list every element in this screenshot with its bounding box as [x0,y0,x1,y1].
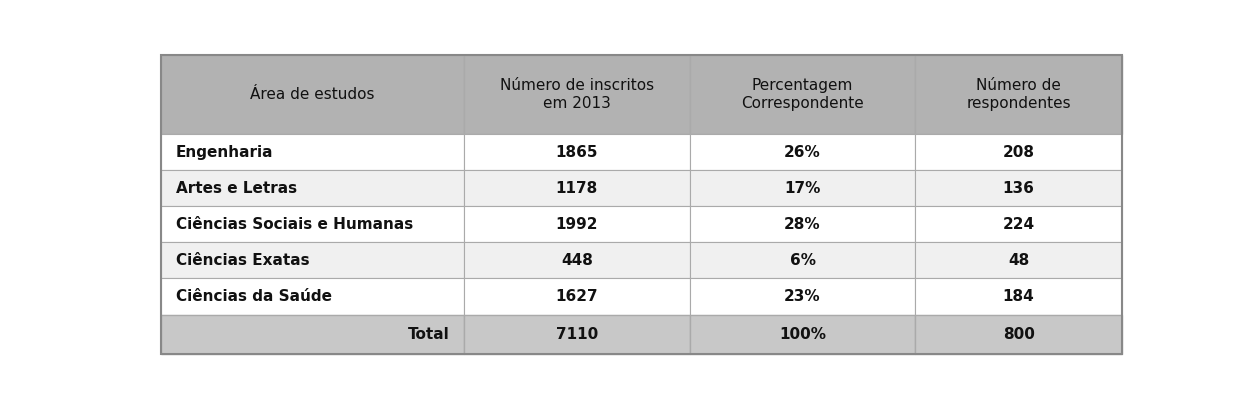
Text: 48: 48 [1008,253,1029,268]
Bar [162,279,464,315]
Bar [162,55,464,134]
Text: 184: 184 [1003,289,1034,304]
Bar [464,279,690,315]
Bar [162,315,464,354]
Text: 23%: 23% [784,289,821,304]
Text: 17%: 17% [784,181,821,196]
Text: 1865: 1865 [556,145,598,160]
Bar [690,206,915,243]
Bar [915,315,1122,354]
Text: Área de estudos: Área de estudos [250,87,374,102]
Text: 136: 136 [1003,181,1034,196]
Bar [690,315,915,354]
Text: Número de
respondentes: Número de respondentes [967,78,1070,111]
Bar [690,170,915,206]
Bar [464,55,690,134]
Bar [162,170,464,206]
Text: Número de inscritos
em 2013: Número de inscritos em 2013 [500,78,654,111]
Bar [162,243,464,279]
Text: 100%: 100% [779,327,826,342]
Text: 448: 448 [561,253,592,268]
Bar [915,206,1122,243]
Text: 7110: 7110 [556,327,598,342]
Text: Engenharia: Engenharia [175,145,273,160]
Bar [162,206,464,243]
Text: 1627: 1627 [556,289,598,304]
Bar [464,206,690,243]
Text: 1992: 1992 [556,217,598,232]
Text: Ciências da Saúde: Ciências da Saúde [175,289,332,304]
Bar [464,170,690,206]
Text: Percentagem
Correspondente: Percentagem Correspondente [741,78,864,111]
Text: 26%: 26% [784,145,821,160]
Bar [915,55,1122,134]
Bar [915,170,1122,206]
Bar [464,243,690,279]
Text: Artes e Letras: Artes e Letras [175,181,297,196]
Bar [690,243,915,279]
Bar [464,315,690,354]
Bar [690,134,915,170]
Bar [915,243,1122,279]
Bar [464,134,690,170]
Bar [690,55,915,134]
Text: 208: 208 [1003,145,1034,160]
Text: 6%: 6% [790,253,815,268]
Text: Ciências Sociais e Humanas: Ciências Sociais e Humanas [175,217,413,232]
Text: 28%: 28% [784,217,821,232]
Text: 800: 800 [1003,327,1034,342]
Bar [915,134,1122,170]
Text: Total: Total [408,327,449,342]
Text: 224: 224 [1003,217,1034,232]
Bar [915,279,1122,315]
Text: Ciências Exatas: Ciências Exatas [175,253,309,268]
Text: 1178: 1178 [556,181,598,196]
Bar [162,134,464,170]
Bar [690,279,915,315]
